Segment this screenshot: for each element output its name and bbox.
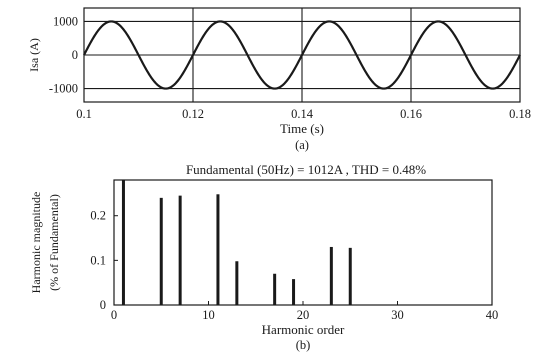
plot-b-xtick-label: 30 [391,308,404,322]
plot-b-xtick-label: 40 [486,308,499,322]
plot-b-ytick-label: 0.1 [90,253,106,267]
plot-b-xlabel: Harmonic order [262,322,345,337]
chart-b: Fundamental (50Hz) = 1012A , THD = 0.48%… [29,162,498,352]
plot-a-xtick-label: 0.18 [509,107,531,121]
plot-b-ylabel-line1: Harmonic magnitude [29,192,43,294]
plot-b-xtick-label: 10 [202,308,215,322]
harmonic-bars [121,180,352,306]
harmonic-bar [121,180,125,305]
harmonic-bar [178,195,182,306]
plot-b-xtick-label: 20 [297,308,310,322]
plot-b-frame [113,179,493,306]
current-waveform [83,20,521,90]
harmonic-bar [235,261,239,305]
harmonic-bar [329,246,333,305]
harmonic-bar [273,273,277,305]
plot-a-xtick-label: 0.16 [400,107,422,121]
plot-a-xticks: 0.1 0.12 0.14 0.16 0.18 [76,107,531,121]
plot-a-xtick-label: 0.1 [76,107,92,121]
plot-a-xtick-label: 0.12 [182,107,204,121]
plot-b-yticks: 0 0.1 0.2 [90,209,118,312]
plot-a-caption: (a) [295,138,309,152]
harmonic-bar [348,247,352,305]
plot-a-ytick-label: 0 [72,48,78,62]
plot-b-xticks: 0 10 20 30 40 [111,301,498,322]
plot-b-ytick-label: 0 [100,298,106,312]
plot-a-ytick-label: -1000 [49,82,78,96]
harmonic-bar [159,197,163,305]
plot-a-xtick-label: 0.14 [291,107,314,121]
plot-b-title: Fundamental (50Hz) = 1012A , THD = 0.48% [186,162,426,177]
plot-a-ytick-label: 1000 [53,14,78,28]
plot-b-xtick-label: 0 [111,308,117,322]
plot-b-ytick-label: 0.2 [90,209,106,223]
plot-b-caption: (b) [296,338,311,352]
plot-a-ylabel: Isa (A) [27,38,41,72]
harmonic-bar [292,279,296,305]
plot-b-ylabel-line2: (% of Fundamental) [47,194,61,291]
harmonic-bar [216,194,220,305]
plot-a-xlabel: Time (s) [280,121,324,136]
plot-a-yticks: 1000 0 -1000 [49,14,78,95]
